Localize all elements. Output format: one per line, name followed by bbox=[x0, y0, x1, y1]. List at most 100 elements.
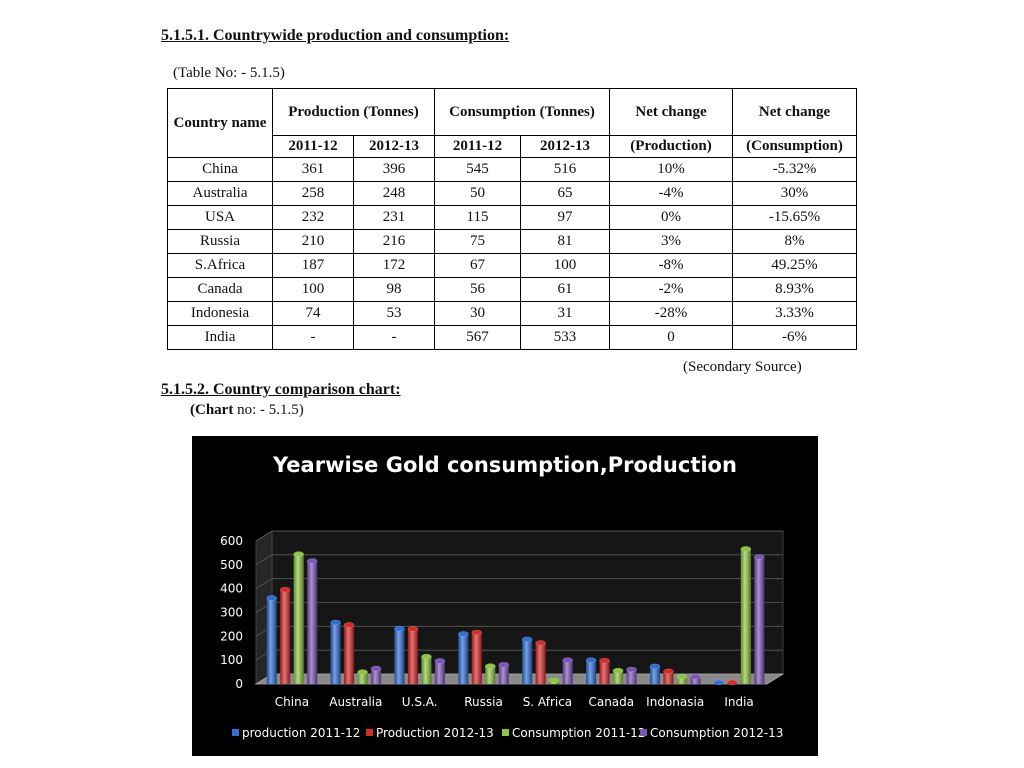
table-row: S.Africa 187 172 67 100 -8% 49.25% bbox=[167, 253, 857, 278]
bar-production-2012-13 bbox=[343, 622, 355, 684]
legend-swatch bbox=[232, 729, 239, 736]
bar-top bbox=[306, 558, 318, 564]
bar-consumption-2011-12 bbox=[485, 663, 496, 684]
chart-caption-rest: no: - 5.1.5) bbox=[233, 402, 304, 418]
bar-shade bbox=[522, 639, 533, 684]
chart-title: Yearwise Gold consumption,Production bbox=[272, 453, 737, 477]
cell-net-consumption: 30% bbox=[732, 181, 857, 206]
cell-cons-2012: 31 bbox=[520, 301, 610, 326]
bar-top bbox=[713, 679, 725, 686]
cell-net-consumption: -5.32% bbox=[732, 157, 857, 182]
gridline bbox=[255, 578, 783, 590]
bar-consumption-2012-13 bbox=[754, 554, 765, 684]
cell-cons-2012: 81 bbox=[520, 229, 610, 254]
bar-shade bbox=[344, 624, 355, 684]
chart-caption-bold: (Chart bbox=[190, 402, 234, 418]
table-row: Australia 258 248 50 65 -4% 30% bbox=[167, 181, 857, 206]
cell-cons-2012: 100 bbox=[520, 253, 610, 278]
bar-production-2011-12 bbox=[521, 636, 533, 684]
bar-shade bbox=[599, 660, 610, 684]
bar-production-2012-13 bbox=[599, 657, 610, 684]
legend-swatch bbox=[366, 729, 373, 736]
bar-top bbox=[357, 669, 368, 675]
bar-top bbox=[330, 619, 341, 626]
cell-prod-2011: 187 bbox=[272, 253, 354, 278]
cell-net-consumption: 3.33% bbox=[732, 301, 857, 326]
bar-shade bbox=[330, 622, 341, 684]
bar-top bbox=[394, 625, 405, 632]
bar-top bbox=[266, 595, 277, 601]
legend-label: Production 2012-13 bbox=[376, 726, 494, 740]
x-tick-label: Indonasia bbox=[646, 695, 704, 709]
header-country: Country name bbox=[167, 88, 273, 158]
bar-top bbox=[421, 653, 432, 660]
bar-shade bbox=[293, 554, 304, 684]
bar-consumption-2011-12 bbox=[548, 677, 560, 684]
cell-prod-2012: 98 bbox=[353, 277, 435, 302]
bar-consumption-2011-12 bbox=[357, 669, 368, 684]
cell-cons-2012: 97 bbox=[520, 205, 610, 230]
bar-production-2011-12 bbox=[330, 619, 341, 684]
header-net-consumption: (Consumption) bbox=[732, 135, 857, 158]
bar-top bbox=[458, 631, 469, 637]
legend-label: Consumption 2011-12 bbox=[512, 726, 645, 740]
bar-consumption-2011-12 bbox=[740, 546, 752, 684]
cell-net-production: -28% bbox=[609, 301, 733, 326]
y-tick-label: 300 bbox=[220, 606, 243, 620]
table-row: USA 232 231 115 97 0% -15.65% bbox=[167, 205, 857, 230]
gold-chart-svg: 0 100 200 300 400 500 600 China Australia U.S.A. R… bbox=[220, 453, 785, 740]
cell-country: Russia bbox=[167, 229, 273, 254]
bar-shade bbox=[485, 666, 496, 684]
table-row: India - -567 533 0 -6% bbox=[167, 325, 857, 350]
bar-shade bbox=[471, 632, 482, 684]
bar-shade bbox=[498, 664, 509, 684]
bar-top bbox=[649, 663, 661, 670]
cell-cons-2011: 67 bbox=[434, 253, 521, 278]
table-row: Canada 100 98 56 61 -2% 8.93% bbox=[167, 277, 857, 302]
cell-country: USA bbox=[167, 205, 273, 230]
cell-cons-2012: 533 bbox=[520, 325, 610, 350]
y-tick-label: 400 bbox=[220, 582, 243, 596]
bar-production-2011-12 bbox=[585, 657, 597, 684]
cell-prod-2011: - bbox=[272, 325, 354, 350]
header-prod-2012: 2012-13 bbox=[353, 135, 435, 158]
cell-net-production: 0 bbox=[609, 325, 733, 350]
cell-cons-2011: 30 bbox=[434, 301, 521, 326]
table-source: (Secondary Source) bbox=[683, 359, 802, 375]
bar-top bbox=[407, 626, 419, 632]
bar-top bbox=[585, 657, 597, 663]
header-net-change-1: Net change bbox=[609, 88, 733, 136]
bar-shade bbox=[740, 548, 751, 684]
header-production: Production (Tonnes) bbox=[272, 88, 435, 136]
bar-consumption-2012-13 bbox=[434, 658, 446, 684]
bar-shade bbox=[458, 633, 469, 684]
cell-net-consumption: -6% bbox=[732, 325, 857, 350]
bar-shade bbox=[562, 660, 573, 684]
legend-swatch bbox=[502, 729, 509, 736]
cell-net-production: -4% bbox=[609, 181, 733, 206]
bar-production-2011-12 bbox=[649, 663, 661, 684]
bar-shade bbox=[371, 668, 382, 684]
cell-cons-2011: 50 bbox=[434, 181, 521, 206]
cell-country: India bbox=[167, 325, 273, 350]
cell-cons-2011: 56 bbox=[434, 277, 521, 302]
bar-shade bbox=[357, 672, 368, 684]
cell-net-production: -2% bbox=[609, 277, 733, 302]
bar-shade bbox=[535, 643, 546, 684]
y-tick-label: 600 bbox=[220, 534, 243, 548]
cell-country: China bbox=[167, 157, 273, 182]
header-cons-2012: 2012-13 bbox=[520, 135, 610, 158]
bar-top bbox=[690, 673, 701, 680]
cell-prod-2011: 74 bbox=[272, 301, 354, 326]
bar-top bbox=[548, 677, 560, 684]
cell-net-consumption: 8.93% bbox=[732, 277, 857, 302]
bar-top bbox=[663, 668, 674, 675]
legend-label: production 2011-12 bbox=[242, 726, 360, 740]
table-row: China 361 396 545 516 10% -5.32% bbox=[167, 157, 857, 182]
x-tick-label: U.S.A. bbox=[402, 695, 438, 709]
bar-shade bbox=[586, 660, 597, 684]
bar-shade bbox=[280, 589, 291, 684]
header-net-production: (Production) bbox=[609, 135, 733, 158]
bar-shade bbox=[407, 628, 418, 684]
bar-consumption-2012-13 bbox=[562, 657, 573, 684]
